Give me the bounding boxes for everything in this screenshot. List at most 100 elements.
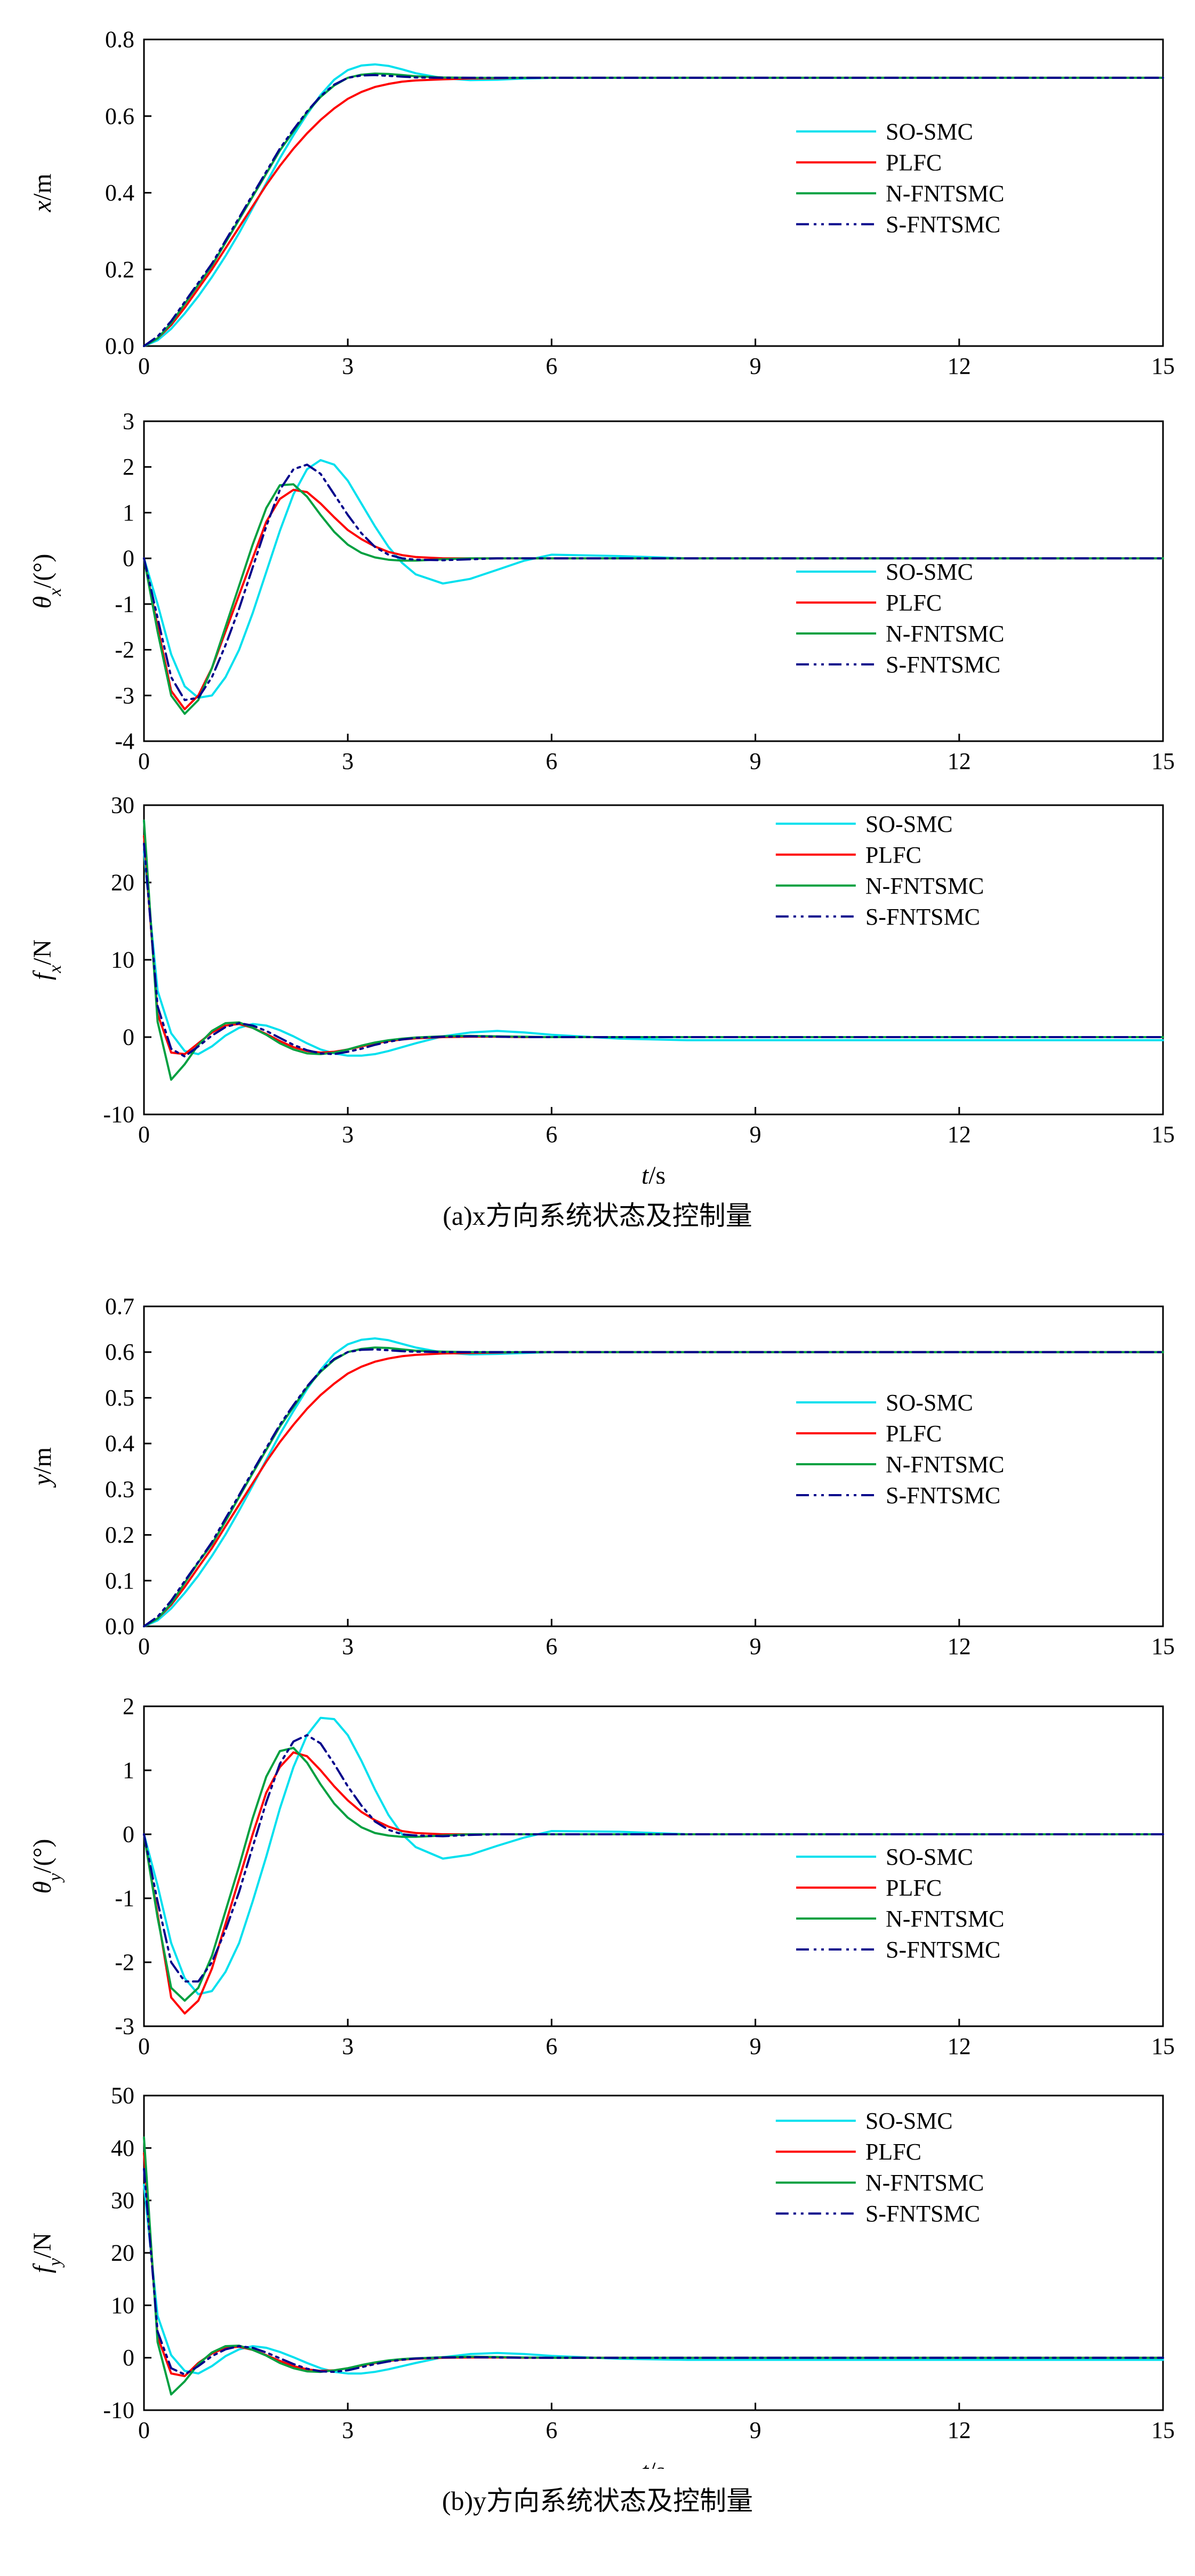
- legend: SO-SMC PLFC N-FNTSMC S-FNTSMC: [796, 1390, 1005, 1508]
- y-tick-label: 0.6: [105, 103, 134, 129]
- plot-frame: [143, 2094, 1164, 2411]
- series-line-N-FNTSMC: [143, 820, 1164, 1081]
- y-axis-label: θy/(°): [28, 1839, 65, 1894]
- chart-x-displacement: 0 3 6 9 12 15 0.0 0.2 0.4 0.6 0.8 x/m SO-SMC PLFC N-FN…: [0, 16, 1195, 384]
- x-tick-label: 12: [948, 1121, 971, 1147]
- legend-entry-N-FNTSMC: N-FNTSMC: [796, 1906, 1005, 1932]
- x-tick-label: 12: [948, 1633, 971, 1659]
- y-tick-label: 20: [111, 870, 134, 896]
- series-line-PLFC: [143, 488, 1164, 710]
- x-tick-label: 3: [342, 1121, 354, 1147]
- legend-label: SO-SMC: [886, 1390, 973, 1416]
- y-tick-label: -3: [115, 683, 134, 709]
- series-line-PLFC: [143, 76, 1164, 347]
- legend: SO-SMC PLFC N-FNTSMC S-FNTSMC: [775, 2108, 984, 2227]
- series-line-PLFC: [143, 835, 1164, 1055]
- x-tick-label: 3: [342, 1633, 354, 1659]
- series-line-S-FNTSMC: [143, 74, 1164, 347]
- legend-label: PLFC: [886, 590, 942, 616]
- legend-entry-N-FNTSMC: N-FNTSMC: [796, 1451, 1005, 1478]
- x-tick-label: 9: [750, 2033, 761, 2059]
- legend-label: SO-SMC: [886, 1844, 973, 1870]
- series-line-SO-SMC: [143, 459, 1164, 699]
- legend-label: N-FNTSMC: [865, 873, 984, 899]
- series-line-SO-SMC: [143, 1716, 1164, 1995]
- x-tick-label: 9: [750, 353, 761, 379]
- y-tick-label: 0.7: [105, 1294, 134, 1320]
- x-tick-label: 15: [1151, 1121, 1175, 1147]
- y-tick-label: 0.3: [105, 1476, 134, 1502]
- x-tick-label: 9: [750, 1121, 761, 1147]
- x-tick-label: 12: [948, 353, 971, 379]
- y-tick-label: 0.8: [105, 27, 134, 53]
- legend-label: S-FNTSMC: [865, 904, 980, 930]
- legend: SO-SMC PLFC N-FNTSMC S-FNTSMC: [796, 1844, 1005, 1963]
- legend-entry-N-FNTSMC: N-FNTSMC: [796, 621, 1005, 647]
- x-tick-label: 6: [546, 748, 557, 773]
- caption-a: (a)x方向系统状态及控制量: [443, 1201, 752, 1231]
- x-tick-label: 6: [546, 2033, 557, 2059]
- y-tick-label: 40: [111, 2135, 134, 2161]
- x-tick-label: 0: [138, 2417, 150, 2443]
- y-tick-label: 0.6: [105, 1339, 134, 1365]
- x-tick-label: 3: [342, 2417, 354, 2443]
- legend: SO-SMC PLFC N-FNTSMC S-FNTSMC: [796, 119, 1005, 238]
- y-tick-label: 50: [111, 2083, 134, 2109]
- y-tick-label: 0.4: [105, 1431, 134, 1457]
- x-tick-label: 12: [948, 748, 971, 773]
- series-line-PLFC: [143, 2152, 1164, 2378]
- legend-entry-PLFC: PLFC: [796, 1421, 942, 1447]
- x-tick-label: 6: [546, 353, 557, 379]
- legend-label: PLFC: [865, 842, 921, 868]
- y-axis-label: x/m: [28, 174, 57, 213]
- plot-frame: [143, 38, 1164, 347]
- y-tick-label: 0.5: [105, 1385, 134, 1411]
- legend-entry-S-FNTSMC: S-FNTSMC: [775, 2201, 980, 2227]
- series-line-SO-SMC: [143, 2184, 1164, 2375]
- x-tick-label: 9: [750, 2417, 761, 2443]
- x-tick-label: 6: [546, 1633, 557, 1659]
- legend-label: N-FNTSMC: [886, 621, 1005, 647]
- y-axis-label: fx/N: [28, 940, 65, 980]
- series-line-S-FNTSMC: [143, 842, 1164, 1058]
- series-line-N-FNTSMC: [143, 1346, 1164, 1627]
- x-tick-label: 15: [1151, 2417, 1175, 2443]
- legend-label: PLFC: [886, 1875, 942, 1901]
- legend-entry-S-FNTSMC: S-FNTSMC: [796, 652, 1000, 678]
- chart-svg-y-displacement: 0 3 6 9 12 15 0.0 0.1 0.2 0.3 0.4 0.5 0.6 0.7 y/m SO-SM…: [28, 1294, 1175, 1660]
- y-tick-label: 1: [123, 1758, 134, 1784]
- legend-label: N-FNTSMC: [886, 181, 1005, 207]
- y-tick-label: 0: [123, 1024, 134, 1050]
- series-line-PLFC: [143, 1751, 1164, 2015]
- y-tick-label: 0.4: [105, 180, 134, 206]
- y-tick-label: -2: [115, 1949, 134, 1976]
- legend-label: PLFC: [886, 1421, 942, 1447]
- series-line-N-FNTSMC: [143, 1747, 1164, 2002]
- y-tick-label: 0: [123, 545, 134, 572]
- legend-entry-N-FNTSMC: N-FNTSMC: [796, 181, 1005, 207]
- legend-entry-PLFC: PLFC: [775, 2139, 921, 2165]
- y-tick-label: -10: [103, 2397, 134, 2423]
- legend-label: PLFC: [886, 150, 942, 176]
- x-axis-label: t/s: [641, 2457, 665, 2469]
- x-tick-label: 12: [948, 2033, 971, 2059]
- plot-frame: [143, 420, 1164, 742]
- x-tick-label: 15: [1151, 353, 1175, 379]
- legend-entry-S-FNTSMC: S-FNTSMC: [796, 212, 1000, 238]
- x-tick-label: 15: [1151, 1633, 1175, 1659]
- y-tick-label: 0.0: [105, 1614, 134, 1640]
- x-tick-label: 0: [138, 2033, 150, 2059]
- series-line-SO-SMC: [143, 850, 1164, 1057]
- x-tick-label: 3: [342, 748, 354, 773]
- legend-entry-S-FNTSMC: S-FNTSMC: [796, 1937, 1000, 1963]
- series-line-PLFC: [143, 1351, 1164, 1627]
- y-tick-label: 30: [111, 792, 134, 818]
- legend-entry-N-FNTSMC: N-FNTSMC: [775, 2170, 984, 2196]
- y-tick-label: 10: [111, 2292, 134, 2318]
- series-line-S-FNTSMC: [143, 1348, 1164, 1627]
- series-line-SO-SMC: [143, 1337, 1164, 1627]
- y-tick-label: 0.2: [105, 1522, 134, 1548]
- series-line-SO-SMC: [143, 63, 1164, 347]
